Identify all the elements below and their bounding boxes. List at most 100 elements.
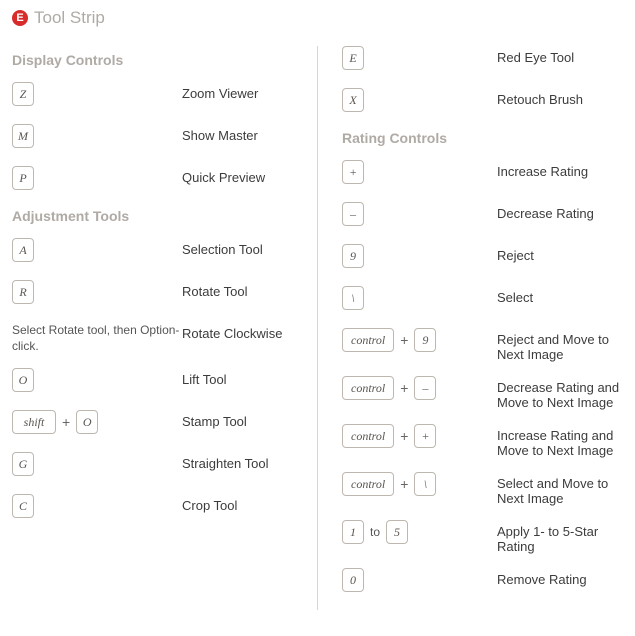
shortcut-row: control +– Decrease Rating and Move to Nex… (342, 376, 623, 410)
keys-cell: O (12, 368, 182, 392)
keycap: P (12, 166, 34, 190)
section-rating: Rating Controls (342, 130, 623, 146)
shortcut-desc: Select (497, 286, 623, 305)
shortcut-row: XRetouch Brush (342, 88, 623, 116)
plus-joiner: + (400, 380, 408, 396)
keys-cell: control + + (342, 424, 497, 448)
page-title: Tool Strip (34, 8, 105, 28)
shortcut-desc: Selection Tool (182, 238, 293, 257)
shortcut-row: E Red Eye Tool (342, 46, 623, 74)
keycap: control (342, 472, 394, 496)
shortcut-desc: Decrease Rating (497, 202, 623, 221)
keycap: R (12, 280, 34, 304)
shortcut-desc: Remove Rating (497, 568, 623, 587)
shortcut-desc: Rotate Clockwise (182, 322, 293, 341)
keycap: \ (414, 472, 436, 496)
shortcut-desc: Quick Preview (182, 166, 293, 185)
keycap: O (76, 410, 98, 434)
keycap: M (12, 124, 34, 148)
keys-cell: G (12, 452, 182, 476)
badge-e-icon: E (12, 10, 28, 26)
shortcut-desc: Red Eye Tool (497, 46, 623, 65)
shortcut-row: shift+OStamp Tool (12, 410, 293, 438)
keys-cell: Z (12, 82, 182, 106)
keys-cell: Select Rotate tool, then Option-click. (12, 322, 182, 354)
shortcut-desc: Rotate Tool (182, 280, 293, 299)
group-display: ZZoom Viewer M Show Master P Quick Preview (12, 82, 293, 194)
plus-joiner: + (400, 428, 408, 444)
shortcut-row: M Show Master (12, 124, 293, 152)
shortcut-row: G Straighten Tool (12, 452, 293, 480)
keys-cell: P (12, 166, 182, 190)
keys-cell: control +– (342, 376, 497, 400)
shortcut-row: ZZoom Viewer (12, 82, 293, 110)
keys-cell: 0 (342, 568, 497, 592)
keycap: 9 (342, 244, 364, 268)
keys-cell: control+9 (342, 328, 497, 352)
keycap: shift (12, 410, 56, 434)
keycap: E (342, 46, 364, 70)
key-note: Select Rotate tool, then Option-click. (12, 322, 182, 354)
keycap: A (12, 238, 34, 262)
plus-joiner: + (400, 476, 408, 492)
shortcut-desc: Reject and Move to Next Image (497, 328, 623, 362)
keycap: 0 (342, 568, 364, 592)
keys-cell: + (342, 160, 497, 184)
keycap: + (414, 424, 436, 448)
to-joiner: to (370, 525, 380, 539)
keycap: + (342, 160, 364, 184)
shortcut-row: \ Select (342, 286, 623, 314)
shortcut-row: R Rotate Tool (12, 280, 293, 308)
right-column: E Red Eye Tool XRetouch Brush Rating Contr… (318, 46, 623, 610)
keycap: control (342, 424, 394, 448)
shortcut-desc: Stamp Tool (182, 410, 293, 429)
plus-joiner: + (400, 332, 408, 348)
keycap: \ (342, 286, 364, 310)
group-adjust: A Selection Tool R Rotate Tool Select Rotate… (12, 238, 293, 522)
shortcut-row: control + + Increase Rating and Move to Nex… (342, 424, 623, 458)
keys-cell: M (12, 124, 182, 148)
keycap: control (342, 328, 394, 352)
keys-cell: C (12, 494, 182, 518)
keys-cell: X (342, 88, 497, 112)
shortcut-row: C Crop Tool (12, 494, 293, 522)
shortcut-desc: Increase Rating and Move to Next Image (497, 424, 623, 458)
shortcut-row: 9 Reject (342, 244, 623, 272)
group-pre: E Red Eye Tool XRetouch Brush (342, 46, 623, 116)
shortcut-row: OLift Tool (12, 368, 293, 396)
keys-cell: A (12, 238, 182, 262)
keys-cell: – (342, 202, 497, 226)
shortcut-row: + Increase Rating (342, 160, 623, 188)
keycap: control (342, 376, 394, 400)
shortcut-row: 1to5Apply 1- to 5-Star Rating (342, 520, 623, 554)
shortcut-row: Select Rotate tool, then Option-click.Ro… (12, 322, 293, 354)
keycap: O (12, 368, 34, 392)
keys-cell: E (342, 46, 497, 70)
shortcut-desc: Straighten Tool (182, 452, 293, 471)
shortcut-desc: Crop Tool (182, 494, 293, 513)
keycap: G (12, 452, 34, 476)
keys-cell: shift+O (12, 410, 182, 434)
shortcut-row: – Decrease Rating (342, 202, 623, 230)
shortcut-row: 0 Remove Rating (342, 568, 623, 596)
group-rating: + Increase Rating – Decrease Rating 9 Reject \… (342, 160, 623, 596)
shortcut-desc: Decrease Rating and Move to Next Image (497, 376, 623, 410)
shortcut-desc: Retouch Brush (497, 88, 623, 107)
keys-cell: \ (342, 286, 497, 310)
shortcut-row: P Quick Preview (12, 166, 293, 194)
shortcut-row: A Selection Tool (12, 238, 293, 266)
keycap: – (342, 202, 364, 226)
shortcut-desc: Increase Rating (497, 160, 623, 179)
shortcut-desc: Select and Move to Next Image (497, 472, 623, 506)
shortcut-desc: Reject (497, 244, 623, 263)
keys-cell: R (12, 280, 182, 304)
keycap: 5 (386, 520, 408, 544)
shortcut-desc: Show Master (182, 124, 293, 143)
section-display: Display Controls (12, 52, 293, 68)
keycap: C (12, 494, 34, 518)
keycap: – (414, 376, 436, 400)
keycap: Z (12, 82, 34, 106)
section-adjust: Adjustment Tools (12, 208, 293, 224)
keys-cell: 1to5 (342, 520, 497, 544)
keys-cell: control + \ (342, 472, 497, 496)
